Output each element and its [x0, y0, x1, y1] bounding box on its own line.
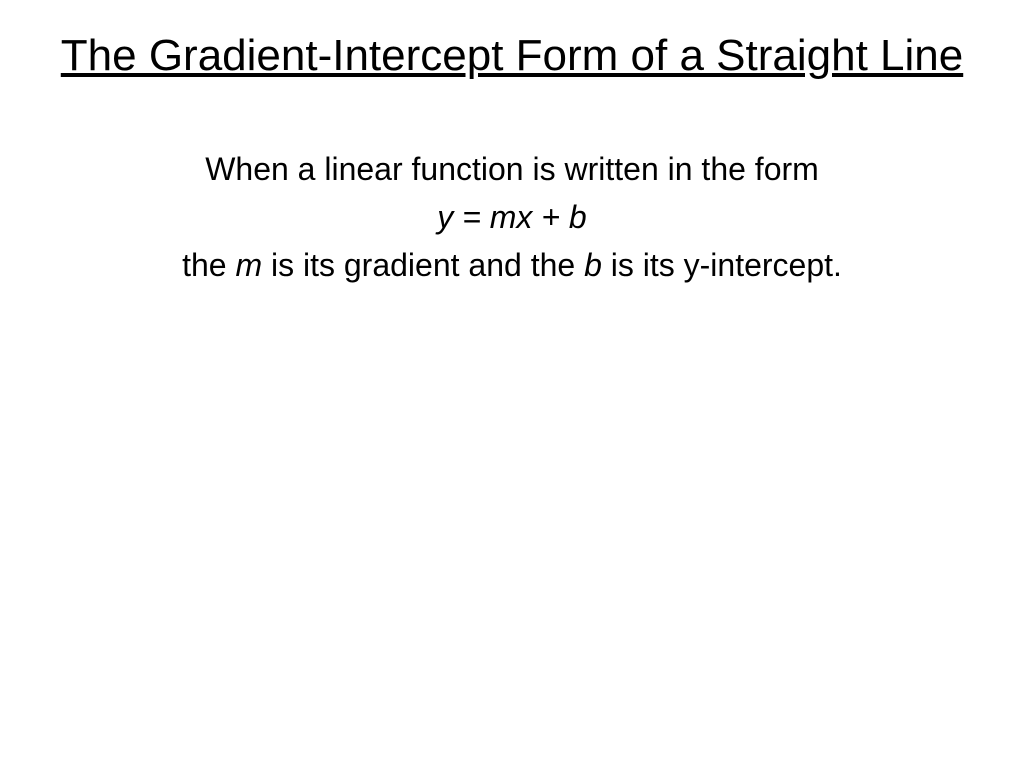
- body-formula: y = mx + b: [60, 193, 964, 241]
- body-line-3-b: b: [584, 247, 602, 283]
- body-line-3-post: is its y-intercept.: [602, 247, 842, 283]
- body-line-3-mid: is its gradient and the: [262, 247, 584, 283]
- body-line-1: When a linear function is written in the…: [60, 145, 964, 193]
- body-line-3: the m is its gradient and the b is its y…: [60, 241, 964, 289]
- body-line-3-pre: the: [182, 247, 235, 283]
- body-line-3-m: m: [235, 247, 262, 283]
- slide: The Gradient-Intercept Form of a Straigh…: [0, 0, 1024, 768]
- slide-body: When a linear function is written in the…: [0, 145, 1024, 289]
- slide-title: The Gradient-Intercept Form of a Straigh…: [0, 28, 1024, 83]
